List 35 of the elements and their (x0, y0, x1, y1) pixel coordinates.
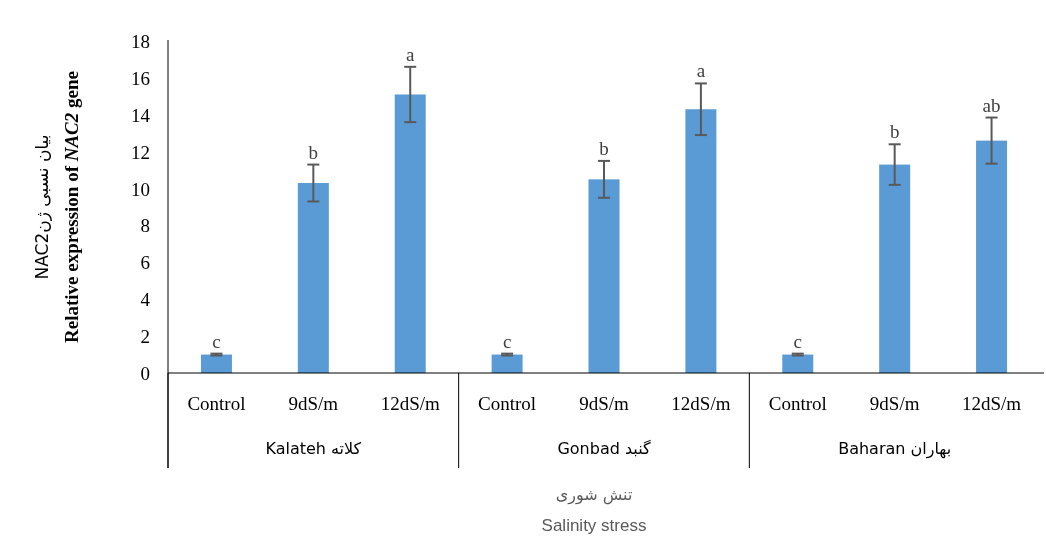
data-label: b (308, 141, 319, 163)
data-label: c (793, 330, 802, 352)
data-label: c (212, 330, 221, 352)
data-label: ab (982, 94, 1001, 116)
text: Gonbad گنبد (557, 439, 651, 458)
y-tick-label: 16 (131, 67, 150, 89)
x-tick-label: Control (478, 393, 537, 414)
y-tick-label: 0 (140, 363, 150, 384)
y-tick-label: 14 (131, 104, 151, 126)
y-tick-label: 10 (131, 178, 150, 200)
text: تنش شوری (555, 485, 633, 505)
x-tick-label: 12dS/m (380, 393, 441, 414)
y-tick-label: 4 (140, 289, 151, 311)
y-tick-label: 2 (140, 326, 150, 348)
x-tick-label: 9dS/m (869, 393, 920, 414)
text: Salinity stress (541, 516, 647, 535)
x-tick-label: 9dS/m (579, 393, 630, 414)
text: بیان نسبی ژنNAC2 (32, 134, 52, 280)
x-tick-label: 12dS/m (961, 393, 1022, 414)
data-label: c (502, 330, 512, 352)
text: Kalateh کلاته (265, 439, 362, 458)
y-tick-label: 6 (140, 252, 150, 274)
y-tick-label: 12 (131, 141, 150, 163)
x-tick-label: Control (768, 393, 827, 414)
y-axis-title: Relative expression of NAC2 gene (61, 71, 82, 343)
x-tick-label: 12dS/m (671, 393, 731, 414)
y-tick-label: 18 (131, 31, 150, 52)
text: Baharan بهاران (838, 439, 952, 459)
y-tick-label: 8 (140, 215, 150, 237)
x-tick-label: 9dS/m (288, 393, 339, 414)
data-label: b (889, 121, 900, 143)
x-tick-label: Control (187, 393, 246, 414)
data-label: a (406, 43, 415, 65)
data-label: a (696, 60, 706, 82)
data-label: b (599, 137, 609, 159)
